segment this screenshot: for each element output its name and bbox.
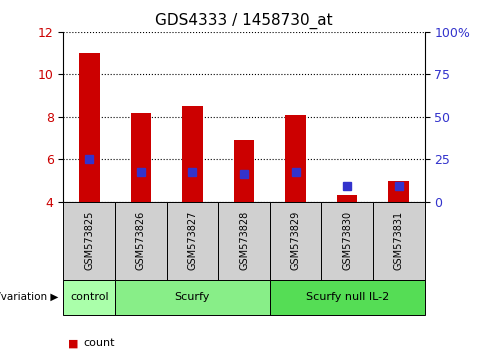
Title: GDS4333 / 1458730_at: GDS4333 / 1458730_at xyxy=(155,13,333,29)
Bar xyxy=(373,202,425,280)
Bar xyxy=(388,181,409,202)
Bar xyxy=(115,280,270,315)
Text: GSM573828: GSM573828 xyxy=(239,211,249,270)
Text: GSM573825: GSM573825 xyxy=(84,211,94,270)
Bar xyxy=(285,115,306,202)
Bar xyxy=(182,106,203,202)
Bar xyxy=(130,113,151,202)
Text: count: count xyxy=(83,338,115,348)
Bar xyxy=(270,280,425,315)
Bar xyxy=(166,202,218,280)
Bar xyxy=(337,195,358,202)
Text: GSM573827: GSM573827 xyxy=(187,211,198,270)
Text: ■: ■ xyxy=(68,338,79,348)
Bar xyxy=(322,202,373,280)
Text: GSM573826: GSM573826 xyxy=(136,211,146,270)
Bar xyxy=(63,202,115,280)
Text: GSM573830: GSM573830 xyxy=(342,211,352,270)
Bar xyxy=(115,202,166,280)
Bar xyxy=(234,140,254,202)
Text: Scurfy null IL-2: Scurfy null IL-2 xyxy=(305,292,389,302)
Text: genotype/variation ▶: genotype/variation ▶ xyxy=(0,292,59,302)
Bar xyxy=(79,53,100,202)
Text: GSM573831: GSM573831 xyxy=(394,211,404,270)
Bar xyxy=(218,202,270,280)
Bar xyxy=(63,280,115,315)
Bar xyxy=(270,202,322,280)
Text: GSM573829: GSM573829 xyxy=(290,211,301,270)
Text: Scurfy: Scurfy xyxy=(175,292,210,302)
Text: control: control xyxy=(70,292,108,302)
